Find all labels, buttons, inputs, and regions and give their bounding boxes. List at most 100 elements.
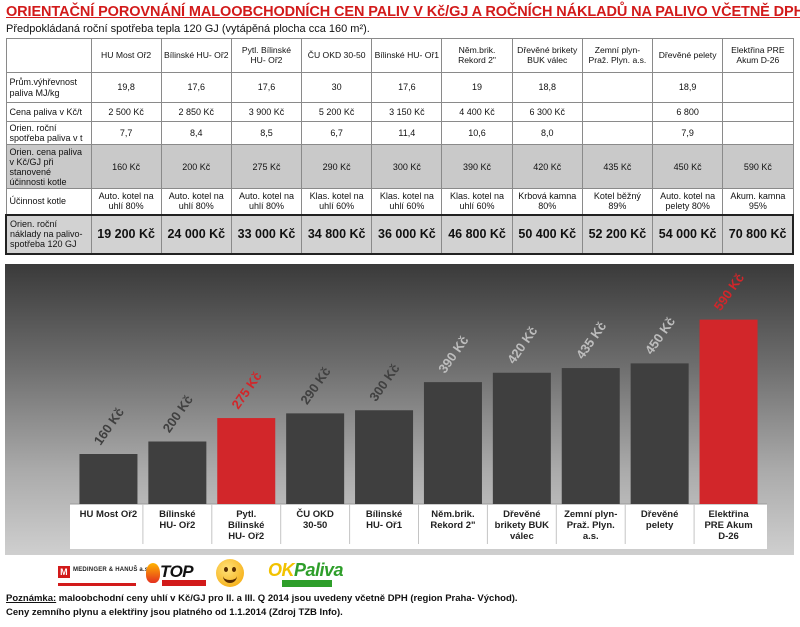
table-cell: 19 [441,72,513,103]
category-label: Dřevěné brikety BUK válec [495,509,550,542]
table-cell: 8,5 [230,120,303,146]
table-cell [581,102,654,122]
row-label: Orien. roční spotřeba paliva v t [5,120,92,146]
table-cell: 34 800 Kč [301,213,373,255]
table-cell: 30 [301,72,373,103]
table-row: Orien. roční náklady na palivo- spotřeba… [5,213,795,255]
partner-logos: M MEDINGER & HANUŠ a.s. TOP OKPaliva [58,559,348,589]
table-cell: 300 Kč [371,144,443,190]
table-row: Orien. roční spotřeba paliva v t 7,7 8,4 8,… [5,120,794,146]
column-header: Pytl. Bílinské HU- Oř2 [230,38,303,73]
table-corner-cell [5,38,92,73]
flame-icon [146,563,160,583]
table-cell: 275 Kč [230,144,303,190]
data-label: 390 Kč [435,333,471,376]
table-cell: 10,6 [441,120,513,146]
data-label: 200 Kč [160,392,196,435]
table-cell: Krbová kamna 80% [511,188,583,216]
table-cell: Akum. kamna 95% [722,188,794,216]
table-cell: 17,6 [160,72,232,103]
column-header: Dřevěné pelety [651,38,724,73]
table-cell: 290 Kč [301,144,373,190]
cost-bar-chart: 160 Kč HU Most Oř2 200 Kč Bílinské HU- Oř2 27… [5,264,794,555]
table-cell: Auto. kotel na uhlí 80% [90,188,162,216]
bar [561,368,620,504]
row-label: Orien. cena paliva v Kč/GJ při stanovené… [5,144,92,190]
bar [355,410,414,504]
table-cell: 18,8 [511,72,583,103]
comparison-table: HU Most Oř2 Bílinské HU- Oř2 Pytl. Bílinsk… [5,38,795,255]
table-cell: 2 500 Kč [90,102,162,122]
mh-mark-icon: M [58,566,70,578]
bar [423,382,482,504]
column-header: Zemní plyn- Praž. Plyn. a.s. [581,38,654,73]
bar [630,363,689,504]
table-cell: 33 000 Kč [230,213,303,255]
column-header: Dřevěné brikety BUK válec [511,38,583,73]
table-cell: 7,9 [651,120,724,146]
bar [217,418,276,504]
table-cell: 36 000 Kč [371,213,443,255]
table-cell: 590 Kč [722,144,794,190]
table-cell: 2 850 Kč [160,102,232,122]
table-row: Účinnost kotle Auto. kotel na uhlí 80% Aut… [5,188,794,216]
table-cell: 3 150 Kč [371,102,443,122]
bar [492,372,551,504]
table-cell [581,120,654,146]
table-cell: 5 200 Kč [301,102,373,122]
bar [148,441,207,504]
table-cell: 6,7 [301,120,373,146]
medinger-hanus-logo: M MEDINGER & HANUŠ a.s. [58,565,150,586]
table-cell: Auto. kotel na uhlí 80% [160,188,232,216]
table-cell: 17,6 [371,72,443,103]
top-logo-bar [162,580,206,586]
table-cell: 6 300 Kč [511,102,583,122]
footnote: Poznámka: maloobchodní ceny uhlí v Kč/GJ… [6,593,518,618]
data-label: 420 Kč [504,324,540,367]
data-label: 450 Kč [642,314,678,357]
data-label: 300 Kč [366,361,402,404]
category-label: HU Most Oř2 [80,509,138,520]
table-cell: 8,0 [511,120,583,146]
bar [699,319,758,504]
category-label: Zemní plyn-Praž. Plyn. a.s. [564,509,617,542]
table-cell: 420 Kč [511,144,583,190]
category-label: Bílinské HU- Oř1 [366,509,403,531]
column-header: Bílinské HU- Oř2 [160,38,232,73]
table-cell: 6 800 [651,102,724,122]
ok-paliva-logo: OKPaliva [268,560,346,588]
page-subtitle: Předpokládaná roční spotřeba tepla 120 G… [6,23,370,35]
data-label: 290 Kč [297,364,333,407]
table-row: Orien. cena paliva v Kč/GJ při stanovené… [5,144,794,190]
category-label: Elektřina PRE Akum D-26 [704,509,752,542]
column-header: Bílinské HU- Oř1 [371,38,443,73]
table-cell: 19,8 [90,72,162,103]
smiley-logo-icon [216,559,244,587]
table-cell: 11,4 [371,120,443,146]
category-label: Něm.brik. Rekord 2" [430,509,475,531]
category-label: ČU OKD 30-50 [296,508,334,531]
table-cell: 390 Kč [441,144,513,190]
row-label: Účinnost kotle [5,188,92,216]
table-row: Cena paliva v Kč/t 2 500 Kč 2 850 Kč 3 900 … [5,102,794,122]
table-cell: 435 Kč [581,144,654,190]
category-label: Dřevěné pelety [641,509,679,531]
table-cell [722,72,794,103]
table-cell [722,102,794,122]
table-cell: 46 800 Kč [441,213,513,255]
table-cell: 7,7 [90,120,162,146]
column-header: Něm.brik. Rekord 2" [441,38,513,73]
table-header-row: HU Most Oř2 Bílinské HU- Oř2 Pytl. Bílinsk… [5,38,794,73]
table-cell: Auto. kotel na uhlí 80% [230,188,303,216]
category-label: Pytl. Bílinské HU- Oř2 [228,509,264,542]
table-cell: Klas. kotel na uhlí 60% [371,188,443,216]
table-cell: 54 000 Kč [651,213,724,255]
table-cell: Auto. kotel na pelety 80% [651,188,724,216]
table-cell: 17,6 [230,72,303,103]
table-cell: Kotel běžný 89% [581,188,654,216]
data-label: 590 Kč [711,270,747,313]
table-cell: 200 Kč [160,144,232,190]
column-header: Elektřina PRE Akum D-26 [722,38,794,73]
table-cell: Klas. kotel na uhlí 60% [301,188,373,216]
top-logo: TOP [146,561,208,587]
